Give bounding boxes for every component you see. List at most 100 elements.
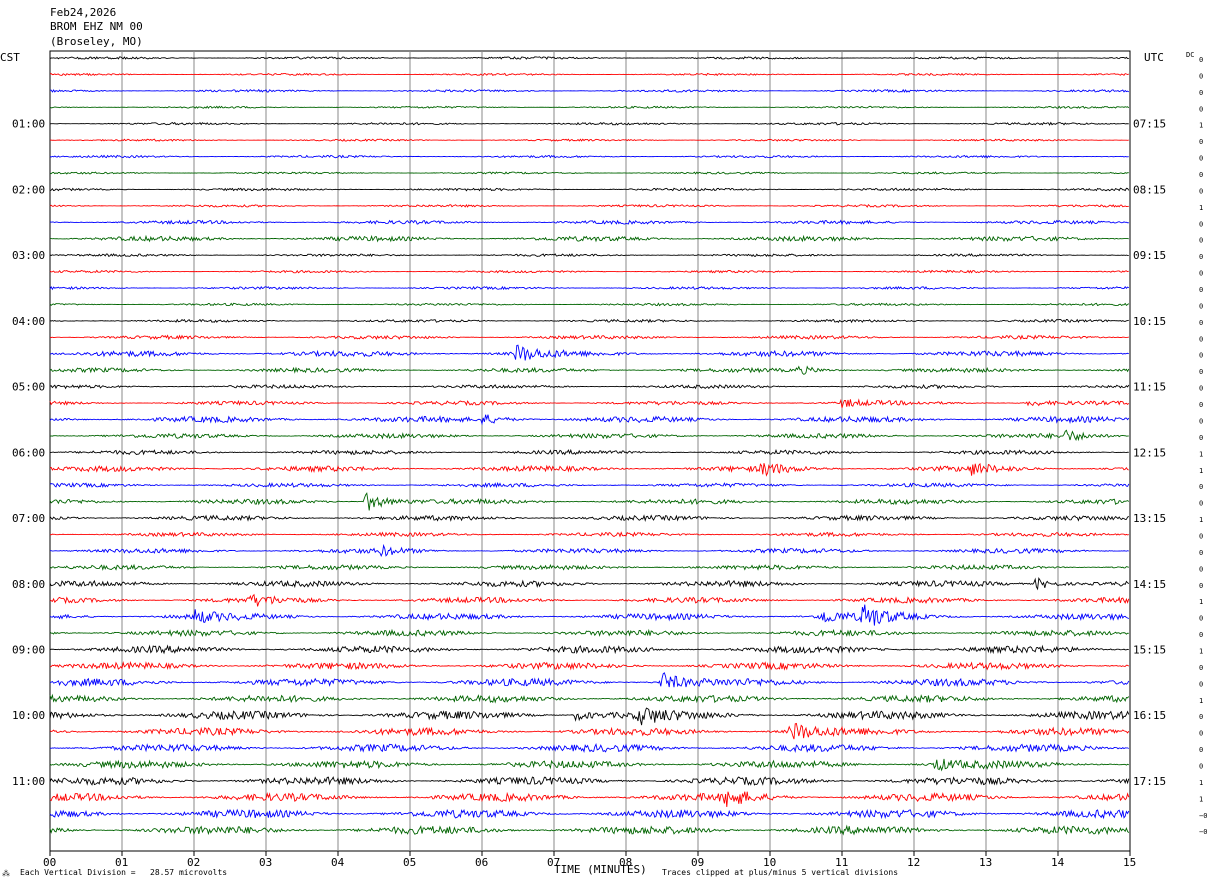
right-hour-label: 17:15 — [1133, 775, 1166, 788]
seismic-trace — [49, 302, 1130, 307]
seismic-trace — [49, 414, 1130, 426]
dc-value: 1 — [1199, 516, 1203, 524]
seismic-trace — [49, 693, 1130, 704]
seismic-trace — [49, 593, 1130, 607]
dc-value: 0 — [1199, 335, 1203, 343]
left-hour-label: 08:00 — [12, 578, 45, 591]
x-tick-label: 08 — [619, 856, 632, 869]
plot-frame — [49, 50, 1131, 852]
seismic-trace — [49, 105, 1130, 109]
dc-value: 0 — [1199, 385, 1203, 393]
seismic-trace — [49, 462, 1129, 477]
seismic-trace — [49, 776, 1130, 786]
seismic-trace — [49, 429, 1129, 442]
seismic-trace — [49, 285, 1130, 291]
dc-value: 0 — [1199, 565, 1203, 573]
seismic-trace — [49, 72, 1129, 77]
dc-value: 0 — [1199, 286, 1203, 294]
seismic-trace — [49, 398, 1130, 408]
dc-value: 0 — [1199, 368, 1203, 376]
dc-value: 0 — [1199, 434, 1203, 442]
left-hour-label: 02:00 — [12, 183, 45, 196]
dc-value: 0 — [1199, 253, 1203, 261]
seismic-trace — [49, 531, 1129, 538]
dc-value: 0 — [1199, 352, 1203, 360]
seismic-trace — [49, 492, 1130, 511]
dc-value: 0 — [1199, 730, 1203, 738]
dc-value: 0 — [1199, 187, 1203, 195]
seismic-trace — [49, 88, 1130, 93]
dc-values: 0 0 0 0 1 0 0 0 0 1 0 0 0 0 0 0 0 0 0 0 0 0 0 0 1 1 0 0 1 0 0 0 0 1 0 0 1 0 0 1… — [1199, 56, 1207, 836]
x-tick-label: 05 — [403, 856, 416, 869]
dc-value: 0 — [1199, 319, 1203, 327]
dc-value: 0 — [1199, 138, 1203, 146]
dc-value: 0 — [1199, 401, 1203, 409]
seismic-trace — [49, 171, 1129, 175]
seismic-trace — [49, 628, 1129, 638]
right-hour-label: 12:15 — [1133, 446, 1166, 459]
seismic-trace — [49, 154, 1129, 159]
dc-value: 0 — [1199, 615, 1203, 623]
seismic-trace — [50, 448, 1129, 456]
seismic-trace — [49, 604, 1129, 626]
seismic-trace — [49, 219, 1129, 226]
seismic-trace — [49, 121, 1129, 126]
x-tick-label: 01 — [115, 856, 128, 869]
left-hour-label: 09:00 — [12, 643, 45, 656]
dc-value: 1 — [1199, 450, 1203, 458]
dc-value: 1 — [1199, 779, 1203, 787]
header-location: (Broseley, MO) — [50, 35, 143, 48]
right-hour-label: 13:15 — [1133, 512, 1166, 525]
seismic-trace — [49, 56, 1129, 60]
right-hour-label: 14:15 — [1133, 578, 1166, 591]
dc-value: 1 — [1199, 122, 1203, 130]
x-axis-ticks: 00 01 02 03 04 05 06 07 08 09 10 11 12 13 14 15 — [43, 851, 1136, 869]
x-tick-label: 00 — [43, 856, 56, 869]
dc-header-label: DC — [1186, 51, 1194, 59]
left-hour-label: 06:00 — [12, 446, 45, 459]
left-hour-label: 01:00 — [12, 118, 45, 131]
dc-value: 0 — [1199, 56, 1203, 64]
dc-value: −0 — [1199, 812, 1207, 820]
seismic-trace — [49, 808, 1130, 820]
header-date: Feb24,2026 — [50, 6, 116, 19]
dc-value: 0 — [1199, 483, 1203, 491]
x-tick-label: 06 — [475, 856, 488, 869]
seismic-trace — [49, 383, 1130, 390]
seismic-trace — [49, 543, 1129, 557]
dc-value: 1 — [1199, 204, 1203, 212]
left-hour-label: 04:00 — [12, 315, 45, 328]
left-hour-label: 03:00 — [12, 249, 45, 262]
dc-value: 0 — [1199, 582, 1203, 590]
right-timezone-label: UTC — [1144, 51, 1164, 64]
seismic-trace — [49, 365, 1130, 375]
seismic-trace — [49, 344, 1129, 361]
dc-value: 0 — [1199, 664, 1203, 672]
footer-clip-text: Traces clipped at plus/minus 5 vertical … — [662, 868, 898, 877]
trace-group — [49, 56, 1130, 836]
dc-value: 0 — [1199, 532, 1203, 540]
seismic-trace — [49, 203, 1129, 208]
x-tick-label: 13 — [979, 856, 992, 869]
dc-value: 0 — [1199, 762, 1203, 770]
dc-value: 0 — [1199, 155, 1203, 163]
dc-value: 0 — [1199, 220, 1203, 228]
dc-value: 0 — [1199, 171, 1203, 179]
right-hour-label: 15:15 — [1133, 643, 1166, 656]
right-hour-label: 11:15 — [1133, 381, 1166, 394]
dc-value: 0 — [1199, 713, 1203, 721]
dc-value: 1 — [1199, 795, 1203, 803]
header-station: BROM EHZ NM 00 — [50, 20, 143, 33]
seismic-trace — [49, 791, 1130, 807]
dc-value: 0 — [1199, 302, 1203, 310]
footer-scale-text: Each Vertical Division = 28.57 microvolt… — [20, 868, 227, 877]
dc-value: 0 — [1199, 72, 1203, 80]
seismic-trace — [49, 481, 1130, 489]
seismic-trace — [49, 576, 1130, 591]
dc-value: 0 — [1199, 680, 1203, 688]
seismic-trace — [49, 253, 1129, 258]
x-tick-label: 11 — [835, 856, 848, 869]
seismic-trace — [49, 334, 1129, 341]
